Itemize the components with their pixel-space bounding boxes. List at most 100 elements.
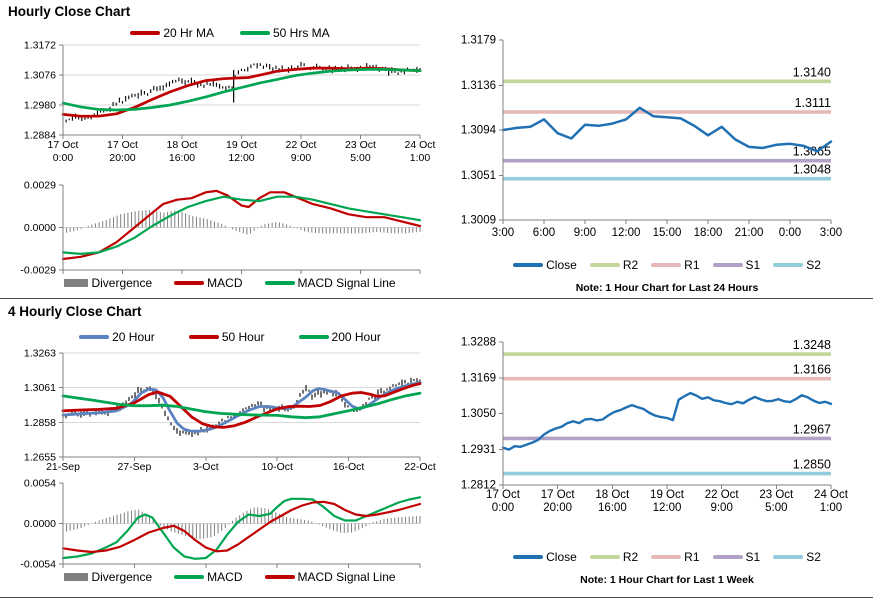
legend-label: 20 Hour [112, 330, 155, 344]
legend-swatch-icon [589, 555, 620, 559]
legend-item-macd-signal-line: MACD Signal Line [264, 570, 396, 584]
legend-swatch-icon [773, 555, 804, 559]
svg-text:1.3050: 1.3050 [461, 408, 496, 420]
svg-text:16-Oct: 16-Oct [333, 461, 365, 473]
svg-text:1:00: 1:00 [820, 502, 842, 514]
legend-swatch-icon [64, 279, 89, 287]
svg-text:1.3136: 1.3136 [461, 80, 496, 92]
svg-text:1.3061: 1.3061 [24, 382, 56, 394]
legend-label: MACD [207, 570, 243, 584]
svg-text:1.2884: 1.2884 [24, 130, 56, 142]
svg-text:1.3140: 1.3140 [793, 65, 831, 79]
svg-text:21-Sep: 21-Sep [46, 461, 80, 473]
legend-swatch-icon [79, 335, 110, 339]
svg-text:1.3094: 1.3094 [461, 125, 497, 137]
svg-text:1.3172: 1.3172 [24, 40, 56, 52]
svg-text:18:00: 18:00 [694, 227, 723, 239]
fourhourly-pivot-panel: 1.3248 1.3166 1.2967 1.2850 1.3288 1.3169 1.30… [437, 300, 873, 598]
page-title: Hourly Close Chart [8, 4, 131, 19]
legend-swatch-icon [240, 31, 270, 35]
svg-text:23 Oct: 23 Oct [759, 489, 794, 501]
svg-text:1.3166: 1.3166 [793, 363, 831, 377]
legend-label: S2 [806, 258, 821, 272]
fourhourly-close-panel: 4 Hourly Close Chart 20 Hour 50 Hour 200 H… [0, 300, 436, 598]
legend: 20 Hr MA 50 Hrs MA [30, 26, 430, 40]
legend-item-divergence: Divergence [64, 276, 152, 290]
legend-swatch-icon [174, 281, 205, 285]
legend-label: R1 [684, 258, 700, 272]
section-divider [0, 298, 873, 299]
legend: Close R2 R1 S1 S2 [467, 258, 867, 272]
legend-label: R2 [622, 258, 639, 272]
hourly-macd-chart: 0.0029 0.0000 -0.0029 [20, 180, 422, 277]
svg-text:1.2931: 1.2931 [461, 444, 496, 456]
svg-text:1.3263: 1.3263 [24, 348, 56, 360]
hourly-pivot-chart: 1.31401.31111.30651.30481.31791.31361.30… [461, 35, 842, 240]
svg-text:9:00: 9:00 [291, 152, 312, 164]
svg-text:3:00: 3:00 [820, 227, 842, 239]
svg-text:0:00: 0:00 [53, 152, 74, 164]
legend-swatch-icon [174, 575, 205, 579]
svg-text:17 Oct: 17 Oct [486, 489, 521, 501]
svg-text:1.3248: 1.3248 [793, 338, 831, 352]
svg-text:10-Oct: 10-Oct [261, 461, 293, 473]
legend-item-s1: S1 [712, 258, 760, 272]
legend-swatch-icon [513, 555, 544, 559]
legend-swatch-icon [513, 263, 544, 267]
hourly-close-panel: Hourly Close Chart 20 Hr MA 50 Hrs MA 1.3… [0, 0, 436, 298]
legend-swatch-icon [712, 263, 743, 267]
svg-text:0.0000: 0.0000 [24, 518, 56, 530]
svg-text:15:00: 15:00 [653, 227, 682, 239]
page-title: 4 Hourly Close Chart [8, 304, 142, 319]
legend-swatch-icon [188, 335, 219, 339]
legend-swatch-icon [712, 555, 743, 559]
legend-label: 50 Hrs MA [273, 26, 330, 40]
fourhourly-pivot-chart: 1.3248 1.3166 1.2967 1.2850 1.3288 1.3169 1.30… [461, 337, 849, 515]
legend-item-50-hrs-ma: 50 Hrs MA [240, 26, 330, 40]
legend-swatch-icon [264, 281, 295, 285]
svg-text:27-Sep: 27-Sep [117, 461, 151, 473]
legend-item-macd: MACD [174, 276, 243, 290]
legend-label: R1 [684, 550, 700, 564]
svg-text:1.3076: 1.3076 [24, 70, 56, 82]
svg-text:3:00: 3:00 [492, 227, 514, 239]
svg-text:17 Oct: 17 Oct [107, 139, 138, 151]
svg-text:3-Oct: 3-Oct [193, 461, 219, 473]
svg-text:0:00: 0:00 [492, 502, 514, 514]
legend-swatch-icon [264, 575, 295, 579]
chart-note: Note: 1 Hour Chart for Last 1 Week [580, 574, 754, 586]
legend-item-r2: R2 [589, 550, 638, 564]
legend-swatch-icon [298, 335, 329, 339]
svg-text:1.2812: 1.2812 [461, 480, 496, 492]
legend: Divergence MACD MACD Signal Line [30, 570, 430, 584]
svg-text:12:00: 12:00 [228, 152, 254, 164]
legend-item-r2: R2 [589, 258, 639, 272]
svg-text:18 Oct: 18 Oct [595, 489, 630, 501]
legend-label: MACD [207, 276, 243, 290]
legend-item-20-hr-ma: 20 Hr MA [130, 26, 214, 40]
legend-label: Divergence [91, 276, 153, 290]
legend-swatch-icon [589, 263, 620, 267]
legend: Divergence MACD MACD Signal Line [30, 276, 430, 290]
svg-text:1.2850: 1.2850 [793, 458, 831, 472]
legend: 20 Hour 50 Hour 200 Hour [30, 330, 430, 344]
legend-label: Close [546, 258, 577, 272]
svg-text:1.2655: 1.2655 [24, 452, 56, 464]
svg-text:23 Oct: 23 Oct [345, 139, 376, 151]
legend-label: MACD Signal Line [297, 276, 396, 290]
fourhourly-macd-chart: 0.0054 0.0000 -0.0054 [20, 478, 422, 571]
svg-text:12:00: 12:00 [653, 502, 682, 514]
legend-label: MACD Signal Line [297, 570, 396, 584]
svg-text:24 Oct: 24 Oct [405, 139, 436, 151]
legend-swatch-icon [130, 31, 161, 35]
svg-text:1.3009: 1.3009 [461, 215, 496, 227]
svg-text:9:00: 9:00 [574, 227, 596, 239]
page-bottom-divider [0, 597, 873, 598]
legend-label: S2 [806, 550, 821, 564]
chart-note: Note: 1 Hour Chart for Last 24 Hours [575, 282, 759, 294]
svg-text:1.3111: 1.3111 [795, 96, 831, 110]
svg-text:1.2967: 1.2967 [793, 422, 831, 436]
legend-item-s2: S2 [773, 258, 821, 272]
